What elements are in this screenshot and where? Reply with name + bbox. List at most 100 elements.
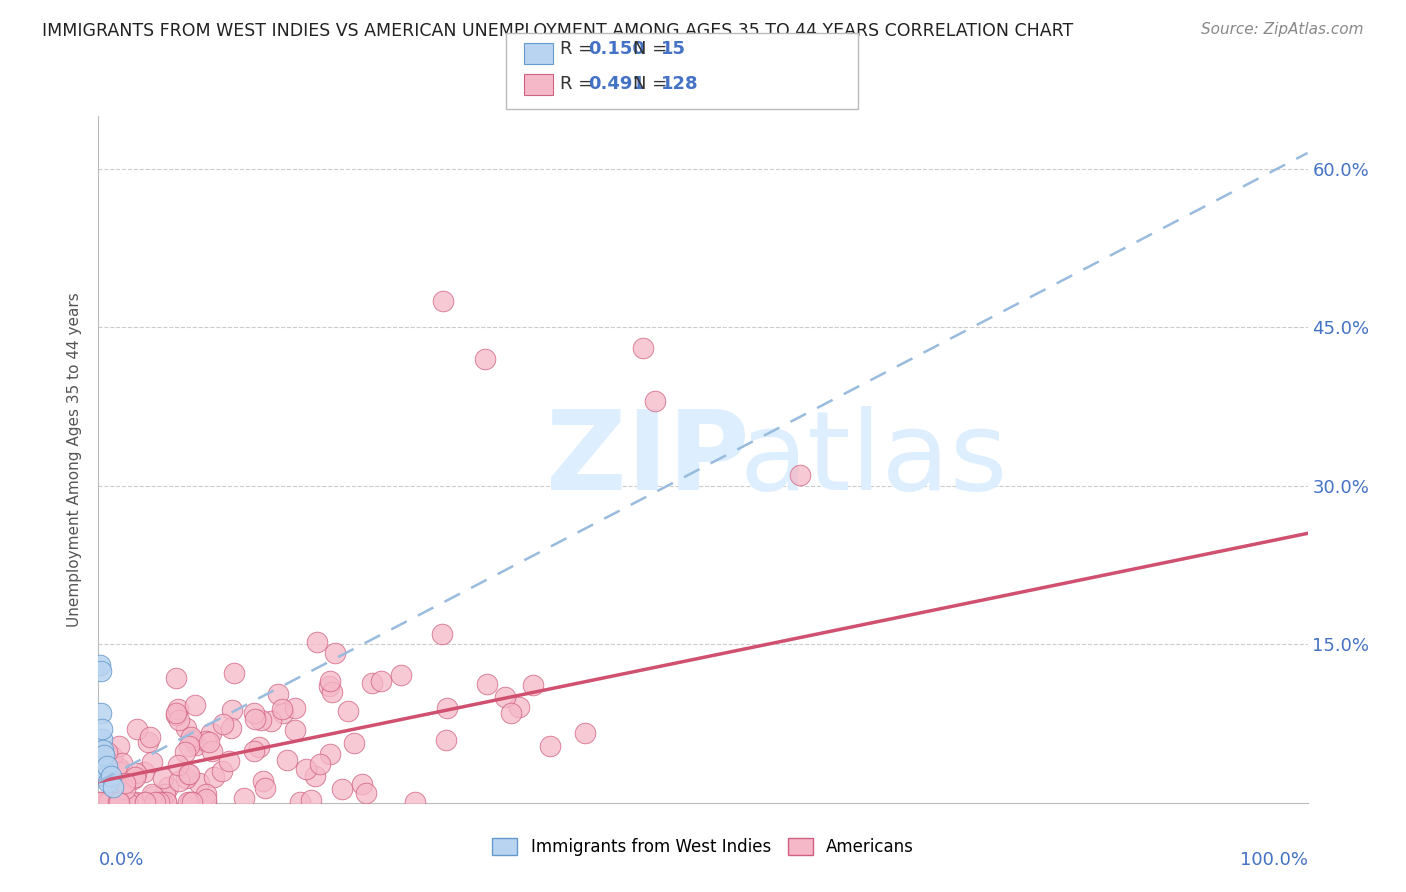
Point <box>165 706 187 720</box>
Text: 0.491: 0.491 <box>588 75 644 93</box>
Point <box>177 766 200 780</box>
Point <box>186 738 208 752</box>
Text: R =: R = <box>560 39 599 57</box>
Point <box>243 706 266 720</box>
Point <box>522 677 544 691</box>
Point <box>89 658 111 673</box>
Point <box>139 730 162 744</box>
Point <box>188 776 211 790</box>
Point <box>108 761 131 775</box>
Point <box>179 795 201 809</box>
Text: 0.150: 0.150 <box>588 39 644 57</box>
Point <box>370 674 392 689</box>
Point <box>114 781 136 796</box>
Point <box>352 777 374 791</box>
Point <box>288 795 311 809</box>
Text: N =: N = <box>633 75 672 93</box>
Point <box>155 795 177 809</box>
Point <box>538 739 561 753</box>
Point <box>91 732 114 747</box>
Point <box>93 748 115 763</box>
Point <box>134 795 156 809</box>
Point <box>152 771 174 785</box>
Point <box>169 774 191 789</box>
Point <box>254 781 277 796</box>
Text: 0.0%: 0.0% <box>98 851 143 869</box>
Point <box>224 665 246 680</box>
Point <box>308 756 330 771</box>
Point <box>91 722 114 736</box>
Point <box>143 795 166 809</box>
Y-axis label: Unemployment Among Ages 35 to 44 years: Unemployment Among Ages 35 to 44 years <box>67 292 83 627</box>
Point <box>354 786 377 800</box>
Legend: Immigrants from West Indies, Americans: Immigrants from West Indies, Americans <box>485 831 921 863</box>
Point <box>98 764 121 778</box>
Point <box>436 701 458 715</box>
Point <box>96 745 118 759</box>
Text: N =: N = <box>633 39 672 57</box>
Point <box>93 764 115 778</box>
Point <box>221 703 243 717</box>
Point <box>243 744 266 758</box>
Point <box>321 685 343 699</box>
Point <box>283 701 305 715</box>
Point <box>200 726 222 740</box>
Point <box>432 293 454 308</box>
Point <box>97 774 120 789</box>
Point <box>141 787 163 801</box>
Point <box>156 780 179 794</box>
Point <box>247 739 270 754</box>
Point <box>167 702 190 716</box>
Point <box>299 793 322 807</box>
Point <box>136 735 159 749</box>
Point <box>267 687 290 701</box>
Point <box>107 795 129 809</box>
Point <box>94 769 117 783</box>
Point <box>108 764 131 779</box>
Point <box>134 795 156 809</box>
Point <box>124 770 146 784</box>
Point <box>117 795 139 809</box>
Point <box>165 671 187 685</box>
Point <box>114 775 136 789</box>
Point <box>474 351 496 366</box>
Point <box>173 745 195 759</box>
Point <box>180 730 202 744</box>
Point <box>110 756 132 770</box>
Point <box>101 749 124 764</box>
Text: atlas: atlas <box>740 406 1008 513</box>
Point <box>508 700 530 714</box>
Point <box>252 773 274 788</box>
Point <box>233 790 256 805</box>
Point <box>194 734 217 748</box>
Point <box>404 795 426 809</box>
Point <box>89 795 111 809</box>
Point <box>108 739 131 753</box>
Point <box>574 726 596 740</box>
Point <box>91 756 114 771</box>
Point <box>323 646 346 660</box>
Point <box>177 739 200 753</box>
Point <box>501 706 523 720</box>
Point <box>436 732 458 747</box>
Point <box>211 716 233 731</box>
Point <box>200 744 222 758</box>
Point <box>93 795 115 809</box>
Point <box>127 722 149 736</box>
Point <box>91 743 114 757</box>
Point <box>361 676 384 690</box>
Point <box>141 756 163 770</box>
Point <box>271 706 294 720</box>
Point <box>100 769 122 783</box>
Point <box>108 795 131 809</box>
Point <box>176 766 198 780</box>
Point <box>181 795 204 809</box>
Point <box>318 679 340 693</box>
Point <box>295 762 318 776</box>
Point <box>194 795 217 809</box>
Point <box>260 714 283 728</box>
Point <box>89 795 111 809</box>
Point <box>305 634 328 648</box>
Point <box>125 766 148 780</box>
Point <box>122 772 145 786</box>
